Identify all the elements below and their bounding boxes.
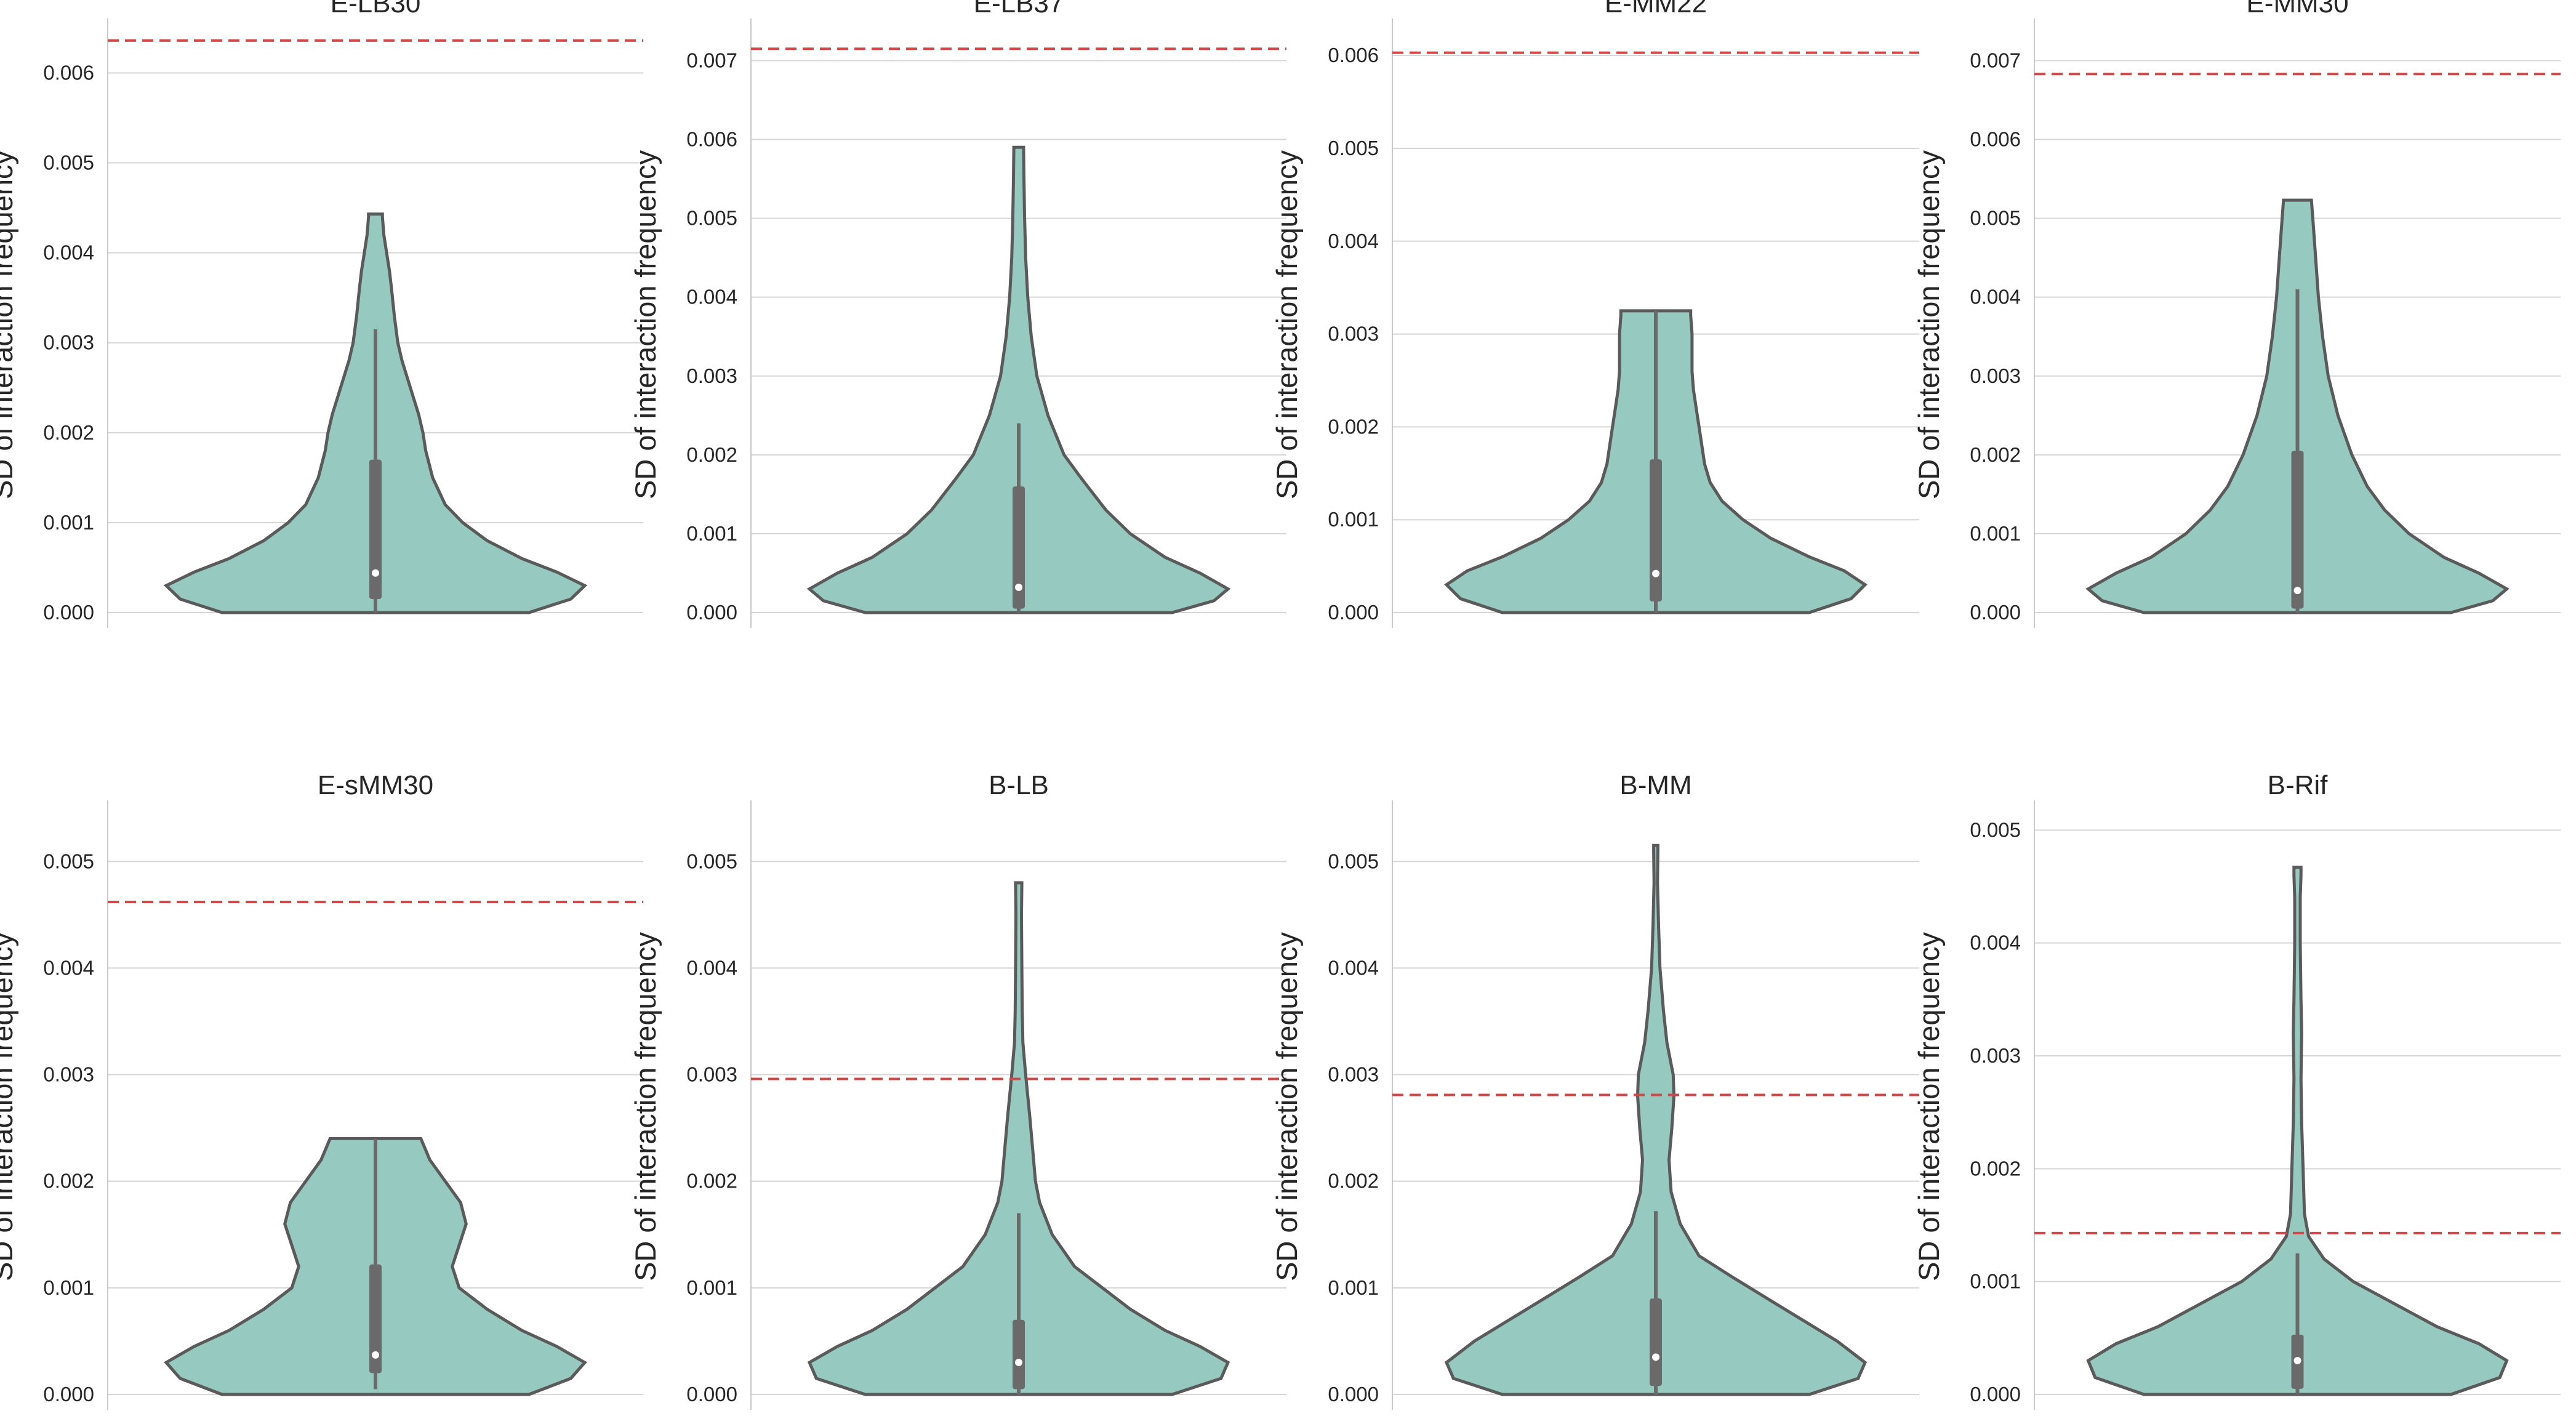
y-tick-label: 0.000 <box>1328 601 1379 624</box>
y-axis-label: SD of interaction frequency <box>0 150 18 499</box>
y-tick-label: 0.006 <box>1328 44 1379 66</box>
median-marker <box>1652 1353 1659 1361</box>
y-tick-label: 0.002 <box>1328 415 1379 438</box>
median-marker <box>1652 569 1659 577</box>
y-tick-label: 0.003 <box>43 331 94 354</box>
y-tick-label: 0.001 <box>686 1276 737 1299</box>
y-tick-label: 0.005 <box>1970 818 2021 841</box>
y-tick-label: 0.003 <box>1328 1063 1379 1086</box>
y-tick-label: 0.006 <box>686 128 737 151</box>
y-tick-label: 0.004 <box>1328 230 1379 252</box>
y-tick-label: 0.006 <box>1970 128 2021 151</box>
y-tick-label: 0.004 <box>686 286 737 308</box>
panel-e-mm30: 0.000 0.001 0.002 0.003 0.004 0.005 0.006 0.007… <box>1912 0 2561 628</box>
y-tick-label: 0.000 <box>43 601 94 624</box>
y-tick-label: 0.005 <box>686 850 737 872</box>
y-tick-label: 0.005 <box>1970 207 2021 230</box>
panel-e-lb37: 0.000 0.001 0.002 0.003 0.004 0.005 0.006 0.007… <box>629 0 1286 628</box>
y-tick-label: 0.000 <box>686 601 737 624</box>
panel-b-lb: 0.000 0.001 0.002 0.003 0.004 0.005 B-LB SD of … <box>629 770 1286 1410</box>
y-axis-label: SD of interaction frequency <box>0 932 18 1281</box>
panel-title: E-LB37 <box>974 0 1064 18</box>
y-axis-label: SD of interaction frequency <box>1912 932 1945 1281</box>
y-tick-label: 0.001 <box>1970 522 2021 545</box>
panel-b-mm: 0.000 0.001 0.002 0.003 0.004 0.005 B-MM SD of … <box>1270 770 1919 1410</box>
y-tick-label: 0.001 <box>1328 508 1379 531</box>
y-tick-label: 0.005 <box>1328 137 1379 159</box>
iqr-box <box>2291 451 2304 609</box>
panel-title: E-sMM30 <box>318 770 433 800</box>
violin-body <box>807 881 1230 1396</box>
panel-title: B-Rif <box>2268 770 2329 800</box>
median-marker <box>2293 1357 2301 1364</box>
y-tick-label: 0.003 <box>686 364 737 387</box>
y-tick-label: 0.004 <box>43 956 94 979</box>
y-tick-label: 0.007 <box>686 49 737 71</box>
y-tick-label: 0.002 <box>1970 443 2021 466</box>
median-marker <box>2293 587 2301 595</box>
y-axis-label: SD of interaction frequency <box>1270 150 1303 499</box>
y-tick-label: 0.004 <box>1970 286 2021 308</box>
y-tick-label: 0.002 <box>1970 1157 2021 1180</box>
iqr-box <box>1013 486 1025 609</box>
panel-e-smm30: 0.000 0.001 0.002 0.003 0.004 0.005 E-sMM30 SD … <box>0 770 643 1410</box>
panel-e-lb30: 0.000 0.001 0.002 0.003 0.004 0.005 0.006 E-LB3… <box>0 0 643 628</box>
y-tick-label: 0.000 <box>1328 1383 1379 1406</box>
panel-title: B-MM <box>1619 770 1691 800</box>
y-tick-label: 0.005 <box>43 151 94 174</box>
y-tick-label: 0.001 <box>43 1276 94 1299</box>
y-axis-label: SD of interaction frequency <box>629 932 662 1281</box>
iqr-box <box>1013 1319 1025 1390</box>
y-tick-label: 0.003 <box>43 1063 94 1086</box>
y-tick-label: 0.001 <box>1328 1276 1379 1299</box>
iqr-box <box>369 459 382 600</box>
panel-b-rif: 0.000 0.001 0.002 0.003 0.004 0.005 B-Rif SD of… <box>1912 770 2561 1410</box>
y-axis-label: SD of interaction frequency <box>629 150 662 499</box>
y-tick-label: 0.001 <box>1970 1270 2021 1293</box>
y-tick-label: 0.000 <box>1970 601 2021 624</box>
y-tick-label: 0.002 <box>686 443 737 466</box>
violin-body <box>1444 843 1868 1396</box>
y-tick-label: 0.007 <box>1970 49 2021 71</box>
y-tick-label: 0.005 <box>1328 850 1379 872</box>
y-tick-label: 0.001 <box>43 511 94 534</box>
y-tick-label: 0.003 <box>1970 1044 2021 1067</box>
y-tick-label: 0.000 <box>1970 1383 2021 1406</box>
median-marker <box>1015 1359 1022 1367</box>
y-tick-label: 0.004 <box>1328 956 1379 979</box>
y-tick-label: 0.000 <box>686 1383 737 1406</box>
median-marker <box>1015 584 1022 592</box>
iqr-box <box>1650 459 1662 601</box>
iqr-box <box>369 1264 382 1374</box>
y-tick-label: 0.000 <box>43 1383 94 1406</box>
panel-title: E-MM30 <box>2246 0 2348 18</box>
y-tick-label: 0.002 <box>43 421 94 444</box>
y-axis-label: SD of interaction frequency <box>1270 932 1303 1281</box>
y-tick-label: 0.002 <box>43 1170 94 1193</box>
panel-title: B-LB <box>989 770 1049 800</box>
iqr-box <box>1650 1298 1662 1386</box>
y-tick-label: 0.002 <box>686 1170 737 1193</box>
y-axis-label: SD of interaction frequency <box>1912 150 1945 499</box>
y-tick-label: 0.004 <box>686 956 737 979</box>
panel-e-mm22: 0.000 0.001 0.002 0.003 0.004 0.005 0.006 E-MM2… <box>1270 0 1919 628</box>
violin-body <box>2086 866 2509 1396</box>
y-tick-label: 0.001 <box>686 522 737 545</box>
violin-body <box>806 145 1231 614</box>
y-tick-label: 0.005 <box>43 850 94 872</box>
y-tick-label: 0.003 <box>686 1063 737 1086</box>
panel-title: E-MM22 <box>1605 0 1707 18</box>
median-marker <box>372 1351 379 1359</box>
median-marker <box>372 569 379 577</box>
y-tick-label: 0.005 <box>686 207 737 230</box>
y-tick-label: 0.006 <box>43 61 94 84</box>
y-tick-label: 0.004 <box>1970 931 2021 954</box>
y-tick-label: 0.003 <box>1328 323 1379 345</box>
y-tick-label: 0.003 <box>1970 364 2021 387</box>
y-tick-label: 0.002 <box>1328 1170 1379 1193</box>
y-tick-label: 0.004 <box>43 241 94 264</box>
panel-title: E-LB30 <box>331 0 421 18</box>
